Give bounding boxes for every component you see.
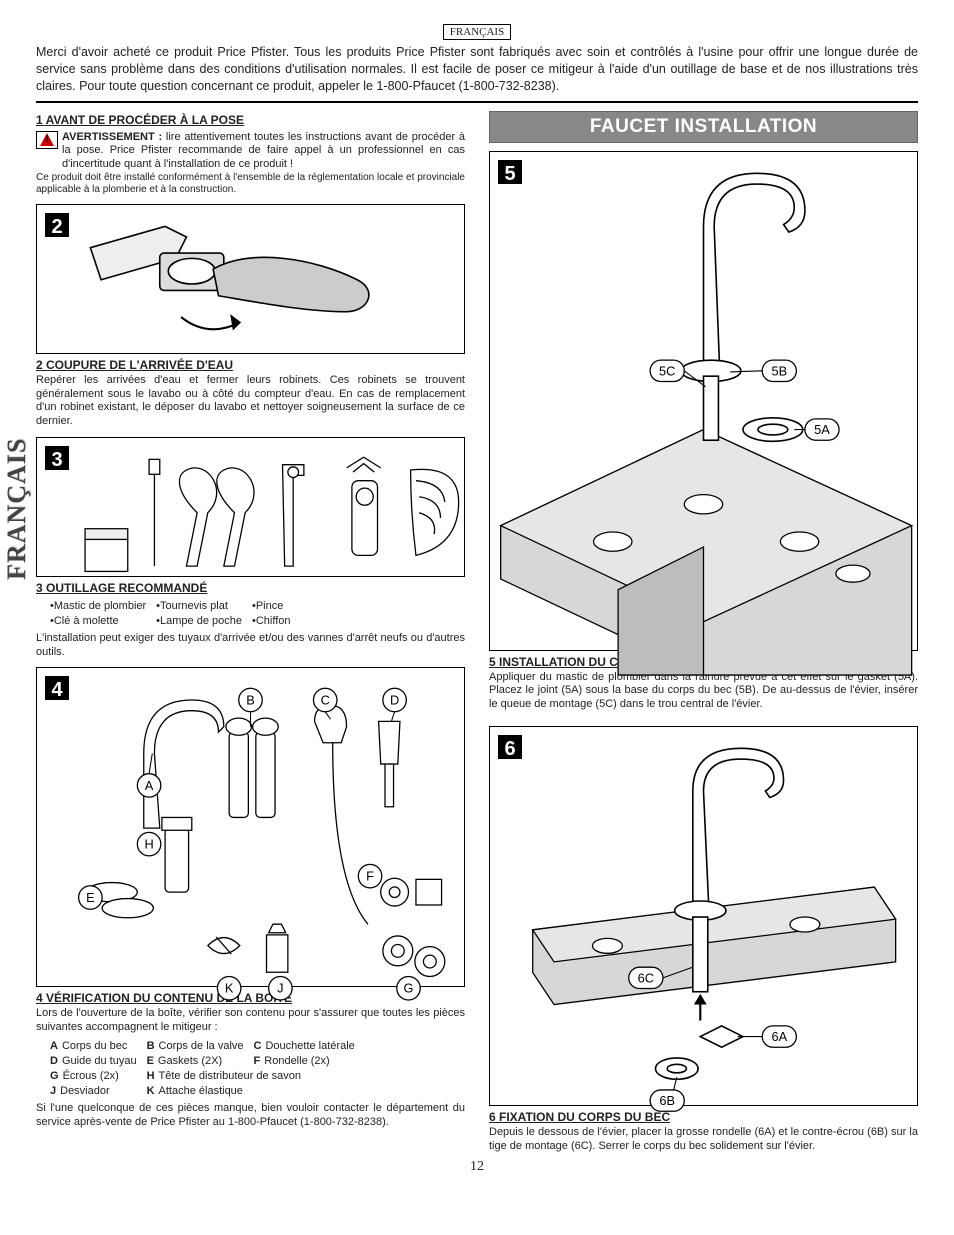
label-G: G — [404, 981, 414, 996]
label-E: E — [86, 890, 95, 905]
figure-5-number: 5 — [496, 158, 524, 186]
section-1-note: Ce produit doit être installé conforméme… — [36, 172, 465, 196]
section-1-heading: 1 AVANT DE PROCÉDER À LA POSE — [36, 113, 465, 127]
tool-cell: •Tournevis plat — [156, 600, 250, 613]
section-4-note: Si l'une quelconque de ces pièces manque… — [36, 1102, 465, 1130]
figure-2-number: 2 — [43, 211, 71, 239]
section-3-note: L'installation peut exiger des tuyaux d'… — [36, 632, 465, 660]
label-B: B — [246, 693, 255, 708]
label-A: A — [145, 778, 154, 793]
figure-4: 4 — [36, 667, 465, 987]
section-2-text: Repérer les arrivées d'eau et fermer leu… — [36, 374, 465, 429]
label-F: F — [366, 869, 374, 884]
section-1-warning: AVERTISSEMENT : lire attentivement toute… — [36, 131, 465, 172]
label-6A: 6A — [771, 1029, 787, 1044]
section-4-intro: Lors de l'ouverture de la boîte, vérifie… — [36, 1007, 465, 1035]
tool-cell: •Lampe de poche — [156, 615, 250, 628]
figure-6: 6 — [489, 726, 918, 1106]
tool-cell: •Mastic de plombier — [50, 600, 154, 613]
label-5B: 5B — [771, 363, 787, 378]
figure-6-number: 6 — [496, 733, 524, 761]
figure-2: 2 — [36, 204, 465, 354]
figure-2-illustration — [37, 205, 464, 365]
figure-3-illustration — [37, 438, 464, 587]
language-tag: FRANÇAIS — [36, 26, 918, 38]
tool-cell: •Clé à molette — [50, 615, 154, 628]
language-side-tab: FRANÇAIS — [2, 438, 32, 580]
figure-5: 5 — [489, 151, 918, 651]
figure-3: 3 — [36, 437, 465, 577]
figure-3-number: 3 — [43, 444, 71, 472]
warning-icon — [36, 131, 58, 149]
label-J: J — [277, 981, 283, 996]
label-D: D — [390, 693, 399, 708]
label-5A: 5A — [814, 422, 830, 437]
figure-5-illustration: 5C 5B 5A — [490, 152, 917, 686]
figure-4-illustration: A B C D E F G H J K — [37, 668, 464, 1010]
parts-list: ACorps du bec BCorps de la valve CDouche… — [48, 1038, 365, 1100]
left-column: 1 AVANT DE PROCÉDER À LA POSE AVERTISSEM… — [36, 111, 465, 1154]
language-tag-text: FRANÇAIS — [443, 24, 511, 40]
warning-label: AVERTISSEMENT : — [62, 131, 162, 143]
tool-cell: •Pince — [252, 600, 299, 613]
divider — [36, 101, 918, 103]
label-6C: 6C — [638, 970, 654, 985]
right-column: FAUCET INSTALLATION 5 — [489, 111, 918, 1154]
label-H: H — [144, 837, 153, 852]
label-C: C — [321, 693, 330, 708]
tool-list: •Mastic de plombier •Tournevis plat •Pin… — [48, 598, 301, 630]
installation-banner: FAUCET INSTALLATION — [489, 111, 918, 143]
figure-4-number: 4 — [43, 674, 71, 702]
label-5C: 5C — [659, 363, 675, 378]
label-6B: 6B — [659, 1093, 675, 1108]
figure-6-illustration: 6C 6A 6B — [490, 727, 917, 1133]
label-K: K — [225, 981, 234, 996]
intro-paragraph: Merci d'avoir acheté ce produit Price Pf… — [36, 44, 918, 95]
page-number: 12 — [36, 1159, 918, 1175]
tool-cell: •Chiffon — [252, 615, 299, 628]
